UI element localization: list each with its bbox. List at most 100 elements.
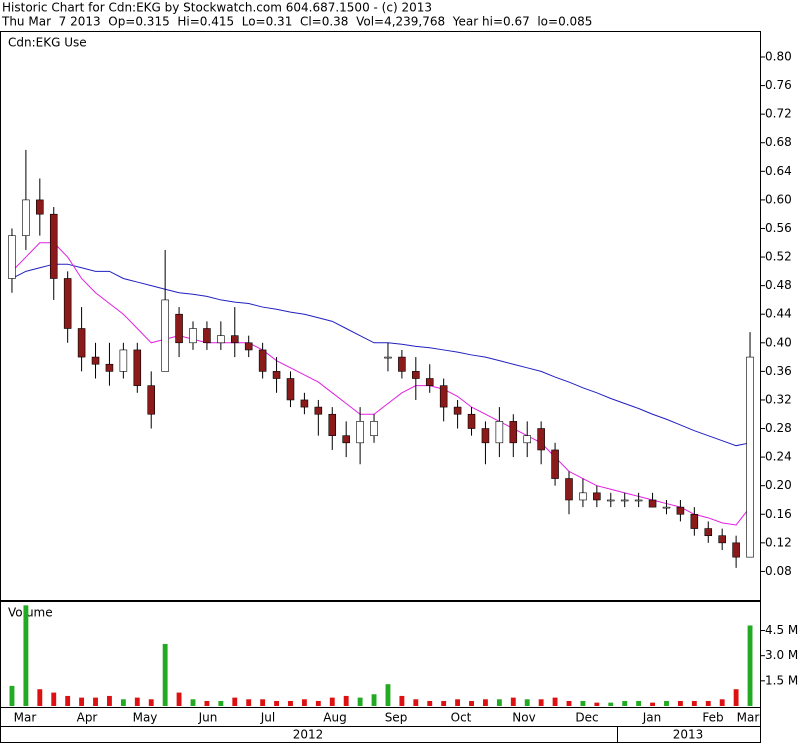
- y-tick-label: 0.80: [765, 50, 792, 64]
- volume-bar: [23, 605, 29, 706]
- candle-body: [495, 421, 504, 444]
- volume-bar: [719, 699, 725, 706]
- moving-average: [11, 263, 751, 447]
- y-tick-label: 0.12: [765, 535, 792, 549]
- candle-body: [203, 328, 211, 344]
- volume-bar: [357, 697, 363, 706]
- candle-body: [676, 506, 685, 515]
- candle-body: [49, 213, 58, 279]
- volume-bar: [664, 700, 669, 706]
- price-panel: [0, 31, 761, 601]
- volume-bar: [469, 700, 474, 706]
- x-tick-label: Apr: [77, 711, 98, 725]
- volume-bar: [51, 692, 57, 706]
- volume-bar: [301, 699, 307, 706]
- volume-bar: [413, 699, 419, 706]
- volume-bar: [483, 699, 488, 706]
- candle-body: [565, 478, 573, 501]
- volume-bar: [566, 700, 572, 706]
- y-tick-label: 0.36: [765, 364, 792, 378]
- candle-body: [161, 299, 169, 372]
- volume-bar: [496, 699, 502, 706]
- volume-bar: [65, 695, 71, 706]
- x-tick-label: Oct: [451, 711, 472, 725]
- candle-body: [22, 199, 30, 236]
- candle-body: [593, 492, 601, 501]
- candle-body: [523, 435, 532, 444]
- volume-bar: [677, 700, 683, 706]
- candle-body: [439, 385, 448, 408]
- candle-body: [272, 371, 281, 379]
- candle-body: [746, 356, 754, 558]
- x-tick-label: Sep: [385, 711, 408, 725]
- y-tick-label: 3.0 M: [765, 648, 798, 662]
- volume-bar: [93, 697, 98, 706]
- candle-body: [133, 349, 142, 386]
- panel-label: Cdn:EKG Use: [8, 36, 87, 50]
- volume-bar: [288, 700, 293, 706]
- y-tick-label: 0.64: [765, 164, 792, 178]
- y-tick-label: 0.52: [765, 250, 792, 264]
- x-tick-label: Feb: [702, 711, 723, 725]
- candle-body: [718, 535, 726, 544]
- candle-body: [579, 492, 587, 501]
- candle-body: [8, 235, 16, 279]
- volume-bar: [204, 700, 210, 706]
- x-tick-label: Nov: [512, 711, 535, 725]
- candle-body: [537, 428, 545, 451]
- moving-average: [11, 242, 751, 526]
- y-tick-label: 0.48: [765, 278, 792, 292]
- candle-body: [634, 499, 643, 502]
- volume-bar: [162, 643, 168, 706]
- candle-body: [91, 356, 100, 365]
- volume-bar: [218, 700, 224, 706]
- volume-bar: [455, 699, 461, 706]
- x-tick-label: Dec: [575, 711, 598, 725]
- candle-body: [147, 385, 156, 415]
- volume-bar: [594, 702, 600, 706]
- candle-body: [732, 542, 740, 558]
- volume-bar: [705, 700, 711, 706]
- x-tick-label: Jun: [198, 711, 218, 725]
- volume-bar: [37, 689, 43, 706]
- y-tick-label: 4.5 M: [765, 623, 798, 637]
- y-tick-label: 0.28: [765, 421, 792, 435]
- x-tick-label: May: [133, 711, 158, 725]
- y-tick-label: 0.32: [765, 392, 792, 406]
- volume-bar: [441, 700, 447, 706]
- candle-body: [384, 356, 392, 359]
- y-tick-label: 0.56: [765, 221, 792, 235]
- volume-bar: [608, 702, 614, 706]
- volume-bar: [580, 700, 586, 706]
- y-tick-label: 0.08: [765, 564, 792, 578]
- candle-body: [620, 499, 629, 502]
- volume-bar: [315, 700, 321, 706]
- volume-bar: [538, 699, 544, 706]
- candle-body: [648, 499, 657, 508]
- volume-bar: [343, 695, 349, 706]
- y-tick-label: 0.60: [765, 192, 792, 206]
- candle-body: [119, 349, 128, 372]
- quote-line: Thu Mar 7 2013 Op=0.315 Hi=0.415 Lo=0.31…: [1, 15, 592, 29]
- volume-bar: [691, 700, 697, 706]
- candle-body: [244, 342, 253, 351]
- y-tick-label: 0.24: [765, 450, 792, 464]
- volume-bar: [427, 700, 433, 706]
- candle-body: [412, 371, 420, 379]
- candle-body: [467, 413, 476, 429]
- candle-body: [36, 199, 44, 215]
- candle-body: [342, 435, 350, 444]
- volume-bar: [552, 697, 558, 706]
- candle-body: [77, 328, 86, 358]
- volume-bar: [274, 700, 279, 706]
- candle-body: [175, 313, 183, 344]
- candle-body: [258, 349, 267, 372]
- candle-body: [425, 378, 434, 386]
- x-tick-label: Jul: [260, 711, 275, 725]
- candle-body: [230, 335, 239, 344]
- volume-bar: [399, 695, 405, 706]
- candle-body: [453, 406, 462, 415]
- volume-bar: [260, 699, 266, 706]
- candle-body: [217, 335, 225, 344]
